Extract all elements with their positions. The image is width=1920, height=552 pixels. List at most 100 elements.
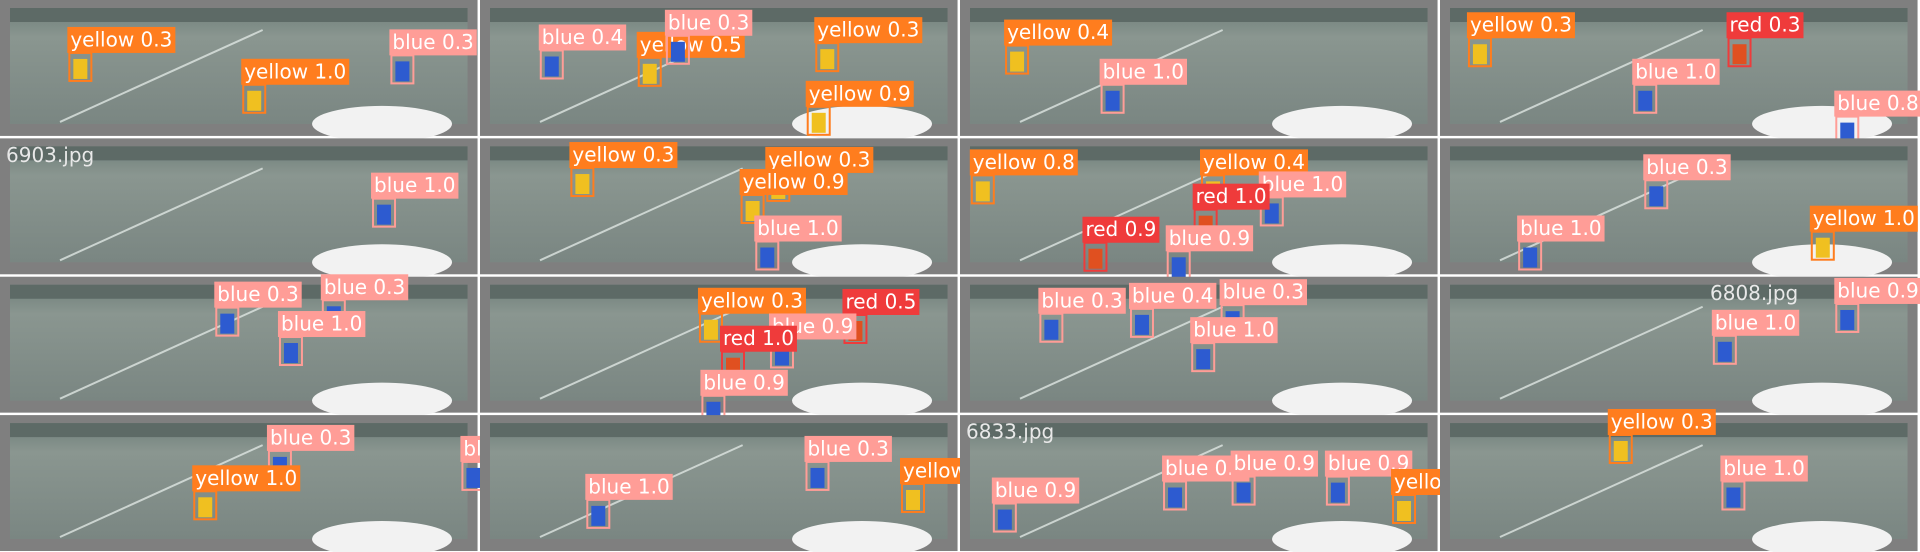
detection-label: blue 0.9 xyxy=(1234,451,1315,475)
detection-label: yellow 0.3 xyxy=(572,143,674,167)
label-background xyxy=(585,473,673,500)
cone xyxy=(1397,500,1412,521)
cone xyxy=(283,343,298,364)
detection: yellow 0.3 xyxy=(814,17,923,73)
label-background xyxy=(1809,205,1918,232)
detection: blue 1.0 xyxy=(1190,317,1278,373)
filename: 6903.jpg xyxy=(6,143,94,167)
detection: blue 0.9 xyxy=(1324,450,1413,506)
label-background xyxy=(1632,58,1720,85)
car-nose xyxy=(312,521,453,552)
detection: blue 0.3 xyxy=(664,9,753,65)
cone xyxy=(760,247,775,268)
label-background xyxy=(739,168,848,195)
cone xyxy=(642,63,657,84)
detection-label: blue 0.3 xyxy=(1223,280,1304,304)
cone xyxy=(1732,44,1747,65)
detection: red 1.0 xyxy=(1192,183,1270,239)
track-line xyxy=(59,29,264,123)
cone xyxy=(670,41,685,62)
tile: yellow 0.3 red 0.3 blue 1.0 blue 0.8 xyxy=(1440,0,1920,146)
detection-label: yellow 0.4 xyxy=(1007,20,1109,44)
track-line xyxy=(59,167,264,262)
detection: red 0.5 xyxy=(842,288,920,344)
cone xyxy=(220,313,235,334)
cone xyxy=(198,497,213,518)
label-background xyxy=(1192,183,1270,210)
label-background xyxy=(805,80,914,107)
detection-label: blue 0.4 xyxy=(542,25,623,49)
detection-label: yellow 0.5 xyxy=(640,32,742,56)
detection: blue 1.0 xyxy=(1099,58,1187,114)
label-background xyxy=(814,17,923,44)
detection: red 0.9 xyxy=(1082,216,1160,272)
label-background xyxy=(664,9,753,36)
cone xyxy=(1105,90,1120,111)
label-background xyxy=(1726,12,1804,39)
cone xyxy=(1044,319,1059,340)
label-background xyxy=(1834,90,1920,117)
label-background xyxy=(754,215,842,242)
detection-label: yellow 0.8 xyxy=(973,150,1075,174)
detection: blue 0.9 xyxy=(991,477,1080,533)
label-background xyxy=(969,149,1078,176)
tile-image xyxy=(10,146,468,263)
cone xyxy=(1840,309,1855,330)
detection-label: blue 1.0 xyxy=(588,474,669,498)
detection-label: yellow 1.0 xyxy=(195,466,297,490)
label-background xyxy=(1230,450,1319,477)
label-background xyxy=(1466,12,1575,39)
track-line xyxy=(1019,167,1224,262)
horizon xyxy=(490,423,948,438)
detection-label: blue 0.4 xyxy=(1132,283,1213,307)
track-line xyxy=(1499,305,1704,400)
cone xyxy=(997,509,1012,530)
detection-label: red 0.5 xyxy=(845,289,916,313)
label-background xyxy=(1004,19,1113,46)
detection: blue 0.3 xyxy=(389,29,477,85)
horizon xyxy=(1450,146,1908,161)
detection: blue 1.0 xyxy=(1258,171,1347,227)
car-nose xyxy=(1272,521,1413,552)
tile: yellow 0.3 yellow 1.0 blue 0.3 xyxy=(0,0,478,142)
car-nose xyxy=(1752,382,1893,419)
detection-label: yellow 0.9 xyxy=(809,81,911,105)
horizon xyxy=(490,146,948,161)
detection: blue 1.0 xyxy=(1720,455,1808,511)
label-background xyxy=(1258,171,1347,198)
detection: yellow 0.3 xyxy=(1607,408,1716,464)
label-background xyxy=(765,146,874,173)
detection-label: red 0.3 xyxy=(1730,13,1801,37)
label-background xyxy=(991,477,1080,504)
car-nose xyxy=(1752,244,1893,281)
tile: 6808.jpg blue 0.9 blue 1.0 xyxy=(1440,276,1920,419)
cone xyxy=(1010,51,1025,72)
detection-label: blue 0.9 xyxy=(1169,226,1250,250)
detection-label: red 0.9 xyxy=(1085,217,1156,241)
filename: 6833.jpg xyxy=(966,420,1054,444)
detection-label: blue 0.3 xyxy=(807,436,888,460)
car-nose xyxy=(792,382,933,419)
cone xyxy=(1330,482,1345,503)
label-background xyxy=(266,424,355,451)
detection: yellow 0.5 xyxy=(636,31,745,87)
detection-label: blue 1.0 xyxy=(1715,310,1796,334)
label-background xyxy=(1190,317,1278,344)
car-nose xyxy=(792,105,933,142)
car-nose xyxy=(792,521,933,552)
detection-label: blue 1.0 xyxy=(1723,456,1804,480)
detection: blue 0.3 xyxy=(214,281,302,337)
horizon xyxy=(10,423,468,438)
horizon xyxy=(1450,284,1908,299)
cone xyxy=(377,204,392,225)
detection: blue 1.0 xyxy=(277,311,366,367)
cone xyxy=(1088,248,1103,269)
cone xyxy=(1840,122,1855,143)
cone xyxy=(1717,341,1732,362)
label-background xyxy=(1711,309,1800,336)
cone xyxy=(975,181,990,202)
detection-label: yellow 1.0 xyxy=(244,59,346,83)
